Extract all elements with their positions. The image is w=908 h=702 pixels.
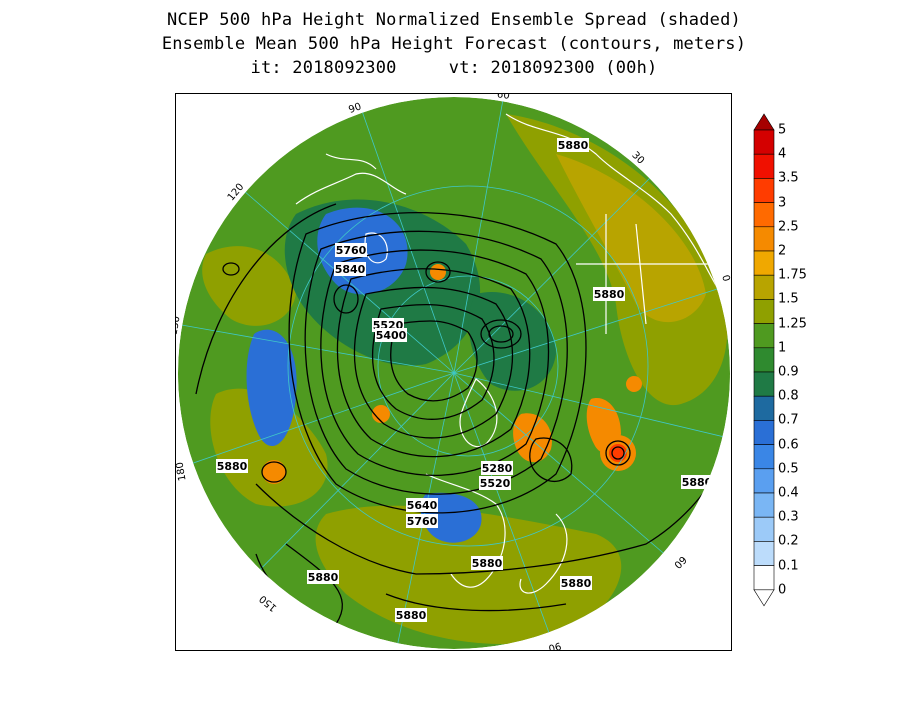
colorbar-tick-label: 0.6 (778, 437, 799, 453)
contour-label: 5760 (407, 515, 438, 528)
colorbar-tick-label: 0.2 (778, 533, 799, 549)
spread-mustard-east (556, 154, 706, 323)
contour-label: 5840 (335, 263, 366, 276)
map-frame: 5880 5760 5840 5520 5400 5880 5880 5280 … (175, 93, 732, 651)
colorbar-tick-label: 5 (778, 122, 787, 138)
colorbar-segment (753, 226, 775, 252)
colorbar-tick-label: 1.5 (778, 291, 799, 307)
spread-orange-spot-ne (626, 376, 642, 392)
latitude-circles (287, 185, 649, 547)
title-line-3: it: 2018092300 vt: 2018092300 (00h) (250, 58, 658, 78)
polar-map: 5880 5760 5840 5520 5400 5880 5880 5280 … (176, 94, 732, 651)
colorbar-segment (753, 178, 775, 203)
title-line-1: NCEP 500 hPa Height Normalized Ensemble … (167, 10, 741, 30)
colorbar-segment (753, 468, 775, 494)
spread-olive-west (210, 388, 328, 507)
contour-label: 5280 (482, 462, 513, 475)
colorbar-tick-label: 0.3 (778, 509, 799, 525)
spread-orange-spot-north (430, 264, 446, 280)
colorbar-segment (753, 347, 775, 373)
longitude-label: 30 (730, 420, 732, 435)
colorbar-segment (753, 395, 775, 421)
colorbar-segment (753, 541, 775, 566)
colorbar-tick-label: 0.9 (778, 364, 799, 380)
contour-label: 5520 (480, 477, 511, 490)
spread-orange-europe (513, 413, 552, 463)
contour-label: 5400 (376, 329, 407, 342)
colorbar-tick-label: 1.25 (778, 316, 807, 332)
colorbar-segment (753, 420, 775, 445)
colorbar-tick-label: 2 (778, 243, 787, 259)
longitude-label: 90 (347, 101, 363, 116)
title-line-2: Ensemble Mean 500 hPa Height Forecast (c… (161, 34, 747, 54)
colorbar (753, 113, 775, 607)
colorbar-tick-label: 3.5 (778, 170, 799, 186)
spread-darkgreen-central (468, 292, 556, 391)
colorbar-segment (753, 153, 775, 179)
colorbar-segment (753, 444, 775, 470)
colorbar-tick-label: 1 (778, 340, 787, 356)
plot-title: NCEP 500 hPa Height Normalized Ensemble … (0, 8, 908, 80)
contour-label: 5640 (407, 499, 438, 512)
colorbar-tick-label: 1.75 (778, 267, 807, 283)
colorbar-tick-label: 3 (778, 195, 787, 211)
longitude-label: 90 (547, 639, 562, 651)
colorbar-top-arrow (753, 113, 775, 131)
longitude-label: 180 (176, 461, 189, 482)
longitude-label: 150 (258, 593, 280, 614)
colorbar-tick-label: 0.4 (778, 485, 799, 501)
colorbar-bottom-arrow (753, 589, 775, 607)
colorbar-segment (753, 323, 775, 349)
spread-blue-pacific (246, 329, 297, 447)
contour-label: 5880 (472, 557, 503, 570)
longitude-label: 60 (671, 553, 688, 570)
colorbar-segment (753, 299, 775, 324)
longitude-label: 150 (176, 315, 183, 336)
spread-orange-spot-pacific (262, 460, 286, 484)
contour-label: 5880 (561, 577, 592, 590)
colorbar-tick-label: 2.5 (778, 219, 799, 235)
contour-label: 5880 (217, 460, 248, 473)
colorbar-tick-label: 0.1 (778, 558, 799, 574)
coastlines (295, 113, 722, 594)
contour-labels: 5880 5760 5840 5520 5400 5880 5880 5280 … (216, 138, 713, 622)
colorbar-tick-label: 0.8 (778, 388, 799, 404)
spread-orange-spot-arctic (372, 405, 390, 423)
spread-olive-west2 (202, 246, 296, 326)
colorbar-segment (753, 492, 775, 518)
longitude-gridlines (178, 97, 730, 649)
colorbar-tick-label: 0.7 (778, 412, 799, 428)
contour-label: 5880 (308, 571, 339, 584)
contour-label: 5760 (336, 244, 367, 257)
contour-label: 5880 (594, 288, 625, 301)
contour-label: 5880 (396, 609, 427, 622)
contour-label: 5880 (558, 139, 589, 152)
contour-label: 5880 (682, 476, 713, 489)
colorbar-segment (753, 371, 775, 397)
colorbar-tick-label: 0 (778, 582, 787, 598)
longitude-label: 60 (496, 94, 510, 102)
colorbar-segment (753, 516, 775, 542)
colorbar-tick-label: 0.5 (778, 461, 799, 477)
spread-olive-south (315, 505, 622, 644)
longitude-label: 0 (719, 274, 731, 283)
colorbar-segment (753, 202, 775, 228)
colorbar-tick-label: 4 (778, 146, 787, 162)
colorbar-segment (753, 250, 775, 276)
colorbar-segment (753, 129, 775, 155)
colorbar-segment (753, 274, 775, 300)
colorbar-segment (753, 565, 775, 591)
